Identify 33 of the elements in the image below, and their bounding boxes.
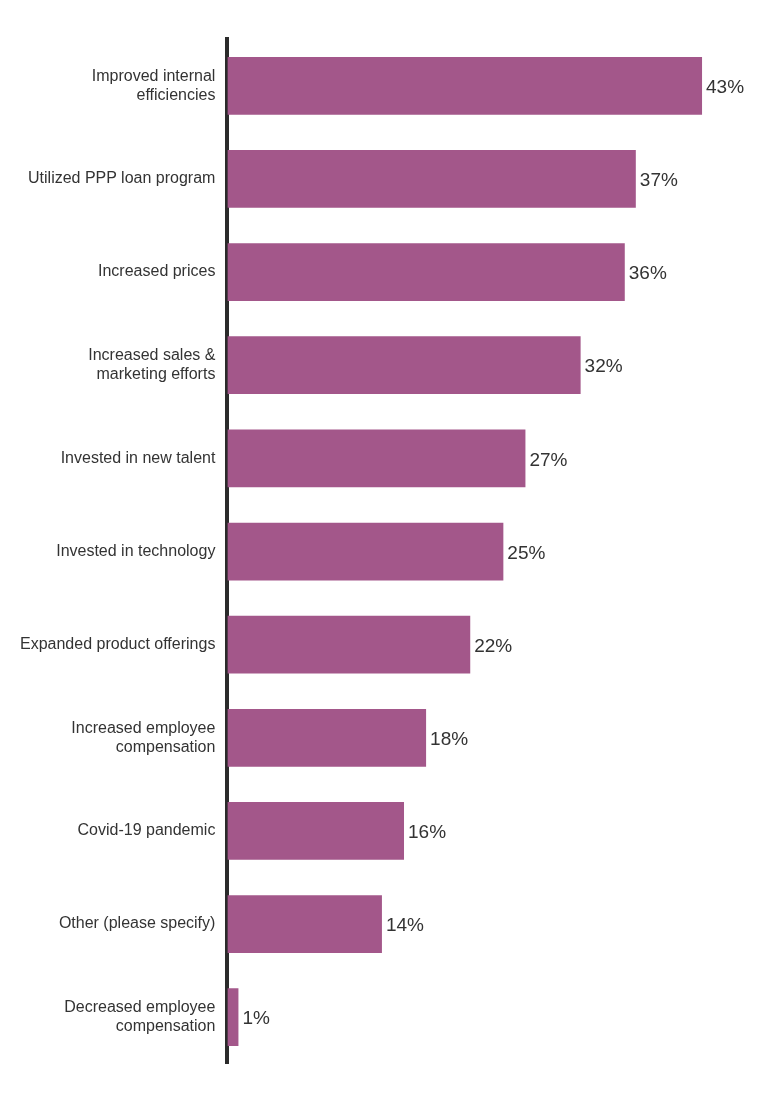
data-label: 27%	[529, 448, 568, 470]
data-label: 1%	[242, 1007, 270, 1029]
data-label: 37%	[639, 169, 678, 191]
bar	[227, 708, 427, 767]
bar	[227, 988, 239, 1047]
y-tick-label: Increased prices	[98, 262, 216, 280]
data-label: 36%	[628, 262, 667, 284]
y-tick-label: Increased sales & marketing efforts	[88, 346, 216, 383]
y-tick-label: Expanded product offerings	[19, 635, 216, 653]
data-label: 16%	[408, 821, 447, 843]
y-tick-label: Decreased employee compensation	[64, 998, 216, 1035]
data-label: 43%	[706, 76, 745, 98]
bar	[227, 615, 471, 674]
bar	[227, 243, 625, 301]
bar	[227, 336, 581, 395]
data-label: 25%	[507, 541, 546, 563]
bar	[227, 429, 526, 488]
data-label: 22%	[474, 634, 513, 656]
y-tick-label: Improved internal efficiencies	[91, 66, 216, 103]
y-tick-label: Utilized PPP loan program	[28, 169, 216, 187]
bar	[227, 522, 504, 581]
data-label: 32%	[584, 355, 623, 377]
y-tick-label: Covid-19 pandemic	[77, 821, 216, 839]
y-tick-label: Invested in technology	[56, 541, 216, 559]
bar	[227, 56, 703, 115]
bar	[227, 802, 405, 860]
bar	[227, 150, 636, 208]
data-label: 18%	[430, 728, 469, 750]
y-tick-label: Other (please specify)	[58, 914, 216, 932]
bar	[227, 895, 382, 953]
y-tick-label: Increased employee compensation	[71, 718, 216, 755]
data-label: 14%	[385, 914, 425, 936]
y-tick-label: Invested in new talent	[60, 448, 216, 466]
